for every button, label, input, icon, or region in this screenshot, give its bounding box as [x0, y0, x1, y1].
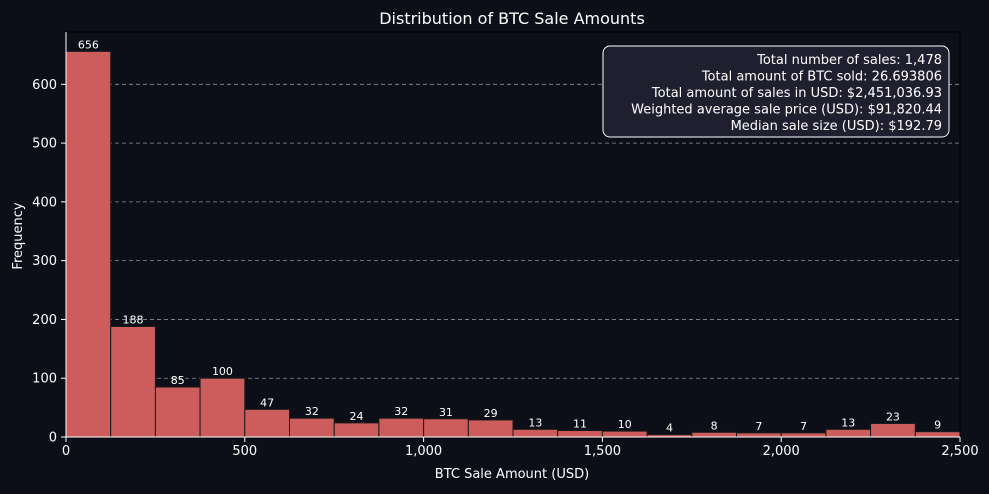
x-tick-label: 500 — [232, 444, 257, 459]
bar-value-label: 7 — [755, 420, 762, 433]
bar-value-label: 13 — [841, 416, 855, 429]
bar — [780, 432, 827, 438]
bar — [289, 417, 335, 438]
bar-value-label: 4 — [666, 422, 673, 435]
stats-box-line: Total number of sales: 1,478 — [756, 53, 942, 68]
bar — [333, 422, 380, 438]
bar — [154, 386, 201, 438]
bar — [244, 408, 291, 438]
stats-box-line: Weighted average sale price (USD): $91,8… — [631, 103, 942, 118]
y-tick-label: 100 — [32, 372, 57, 387]
bar-labels: 656 188 85 100 47 32 24 32 31 29 13 11 10 4 8 7 7 13 23 9 — [78, 38, 941, 434]
bar — [467, 419, 514, 438]
x-axis-label: BTC Sale Amount (USD) — [435, 467, 589, 482]
bar-value-label: 100 — [212, 365, 233, 378]
bar — [65, 50, 112, 438]
x-tick-label: 2,000 — [763, 444, 800, 459]
y-tick-label: 500 — [32, 137, 57, 152]
bar — [110, 325, 156, 438]
stats-box-line: Median sale size (USD): $192.79 — [731, 119, 942, 134]
y-tick-label: 0 — [49, 431, 57, 446]
chart-title: Distribution of BTC Sale Amounts — [379, 9, 645, 28]
stats-box-background — [602, 45, 950, 138]
bar-value-label: 31 — [439, 406, 453, 419]
bar — [199, 377, 246, 438]
x-tick-label: 0 — [62, 444, 70, 459]
bar — [914, 431, 961, 438]
bar — [870, 422, 916, 438]
stats-box-line: Total amount of BTC sold: 26.693806 — [701, 70, 942, 85]
bar — [512, 428, 559, 438]
bar-value-label: 29 — [484, 407, 498, 420]
stats-box: Total number of sales: 1,478 Total amount… — [602, 45, 950, 138]
axes — [65, 31, 961, 438]
bar-value-label: 13 — [528, 416, 542, 429]
x-tick-label: 2,500 — [941, 444, 978, 459]
bar-value-label: 7 — [800, 420, 807, 433]
bar-value-label: 24 — [350, 410, 364, 423]
bar — [378, 417, 425, 438]
bar-value-label: 32 — [305, 405, 319, 418]
bar-value-label: 10 — [618, 418, 632, 431]
bar-value-label: 9 — [934, 419, 941, 432]
bars — [65, 50, 961, 438]
bar — [825, 428, 872, 438]
bar-value-label: 656 — [78, 38, 99, 51]
bar-value-label: 11 — [573, 418, 587, 431]
x-tick-label: 1,500 — [584, 444, 621, 459]
bar — [557, 430, 603, 438]
bar — [601, 430, 648, 438]
y-tick-label: 600 — [32, 78, 57, 93]
bar — [736, 432, 782, 438]
y-axis-label: Frequency — [11, 202, 26, 269]
y-tick-label: 200 — [32, 313, 57, 328]
x-axis-ticks: 0 500 1,000 1,500 2,000 2,500 — [62, 437, 979, 459]
y-axis-ticks: 0 100 200 300 400 500 600 — [32, 78, 66, 446]
stats-box-line: Total amount of sales in USD: $2,451,036… — [651, 86, 942, 101]
x-tick-label: 1,000 — [405, 444, 442, 459]
y-tick-label: 300 — [32, 254, 57, 269]
bar-value-label: 23 — [886, 410, 900, 423]
bar — [691, 431, 737, 438]
bar-value-label: 47 — [260, 396, 274, 409]
bar-value-label: 188 — [123, 313, 144, 326]
bar — [423, 418, 469, 438]
bar-value-label: 32 — [394, 405, 408, 418]
bar-value-label: 8 — [711, 419, 718, 432]
bar-value-label: 85 — [171, 374, 185, 387]
y-tick-label: 400 — [32, 195, 57, 210]
